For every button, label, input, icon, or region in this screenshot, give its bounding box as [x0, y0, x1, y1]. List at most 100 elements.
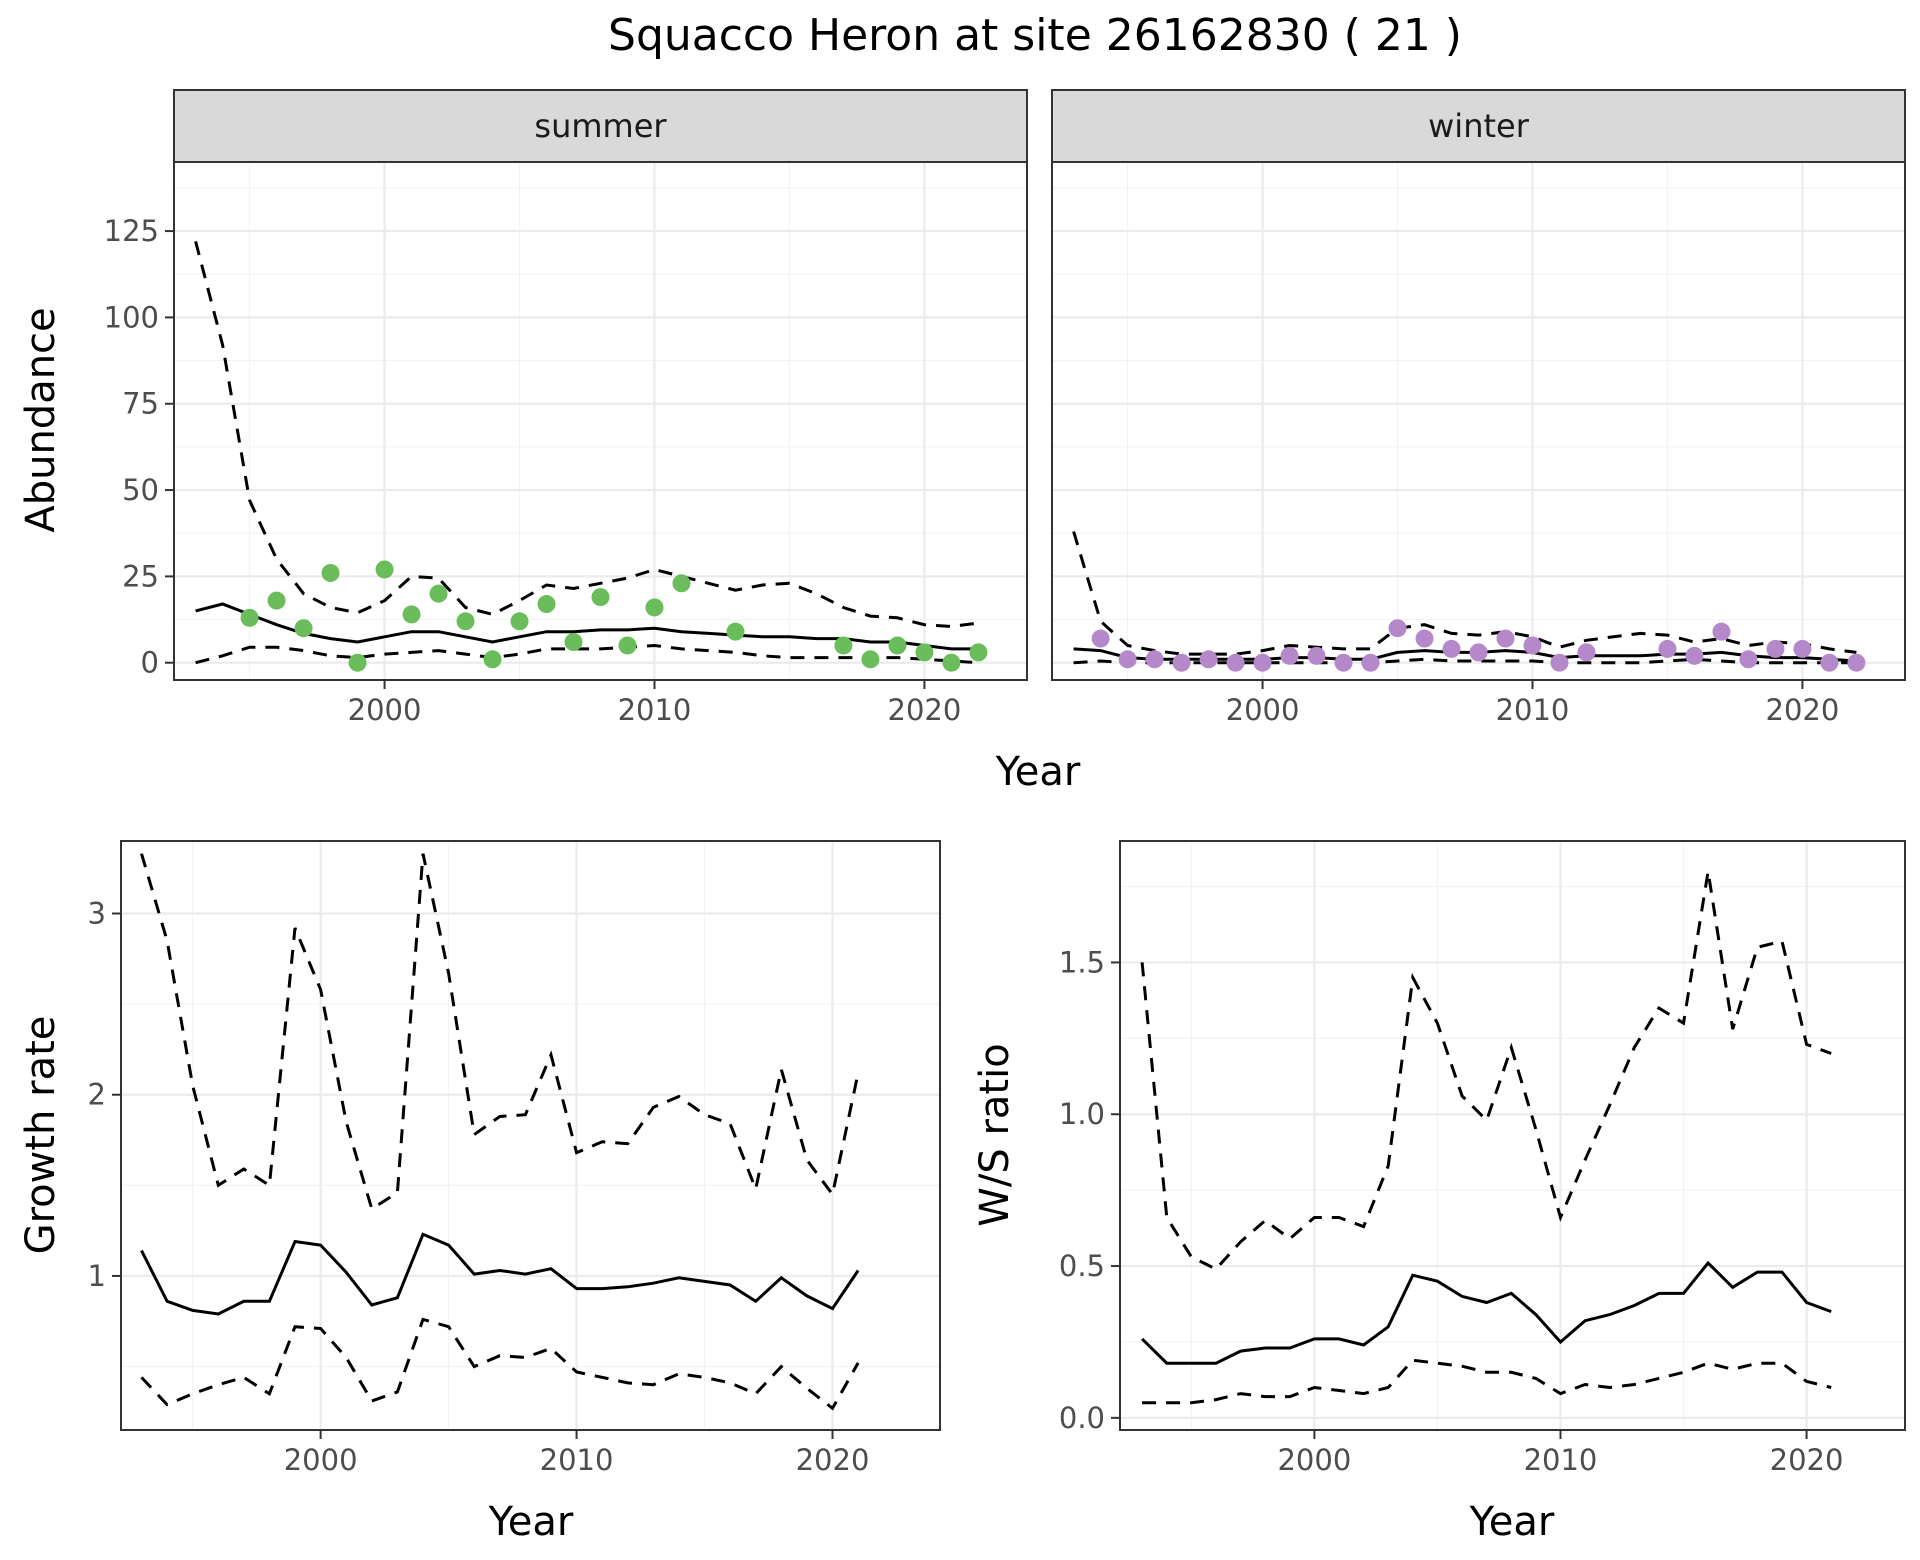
observed-point [564, 633, 583, 652]
y-axis-title: W/S ratio [972, 1043, 1018, 1226]
x-tick-label: 2010 [540, 1443, 614, 1477]
x-tick-label: 2010 [1524, 1443, 1598, 1477]
observed-point [1388, 619, 1407, 638]
y-tick-label: 0 [141, 646, 159, 680]
x-tick-label: 2020 [888, 693, 962, 727]
series-line-lower [195, 643, 979, 665]
facet-strip-label: summer [534, 107, 667, 145]
y-tick-label: 100 [104, 300, 159, 334]
observed-point [483, 650, 502, 669]
observed-point [618, 636, 637, 655]
y-tick-label: 0.0 [1059, 1401, 1105, 1435]
observed-point [1280, 646, 1299, 665]
observed-point [510, 612, 529, 631]
series-group [1140, 871, 1832, 1405]
series-line-upper [194, 241, 979, 629]
y-tick-label: 1.0 [1059, 1097, 1105, 1131]
observed-point [1361, 653, 1380, 672]
x-tick-label: 2000 [284, 1443, 358, 1477]
y-tick-label: 2 [88, 1078, 106, 1112]
plot-layer: summer 2000 2010 2020 0 25 50 75 100 125 Year Abund… [18, 89, 1906, 1545]
x-tick-label: 2020 [1766, 693, 1840, 727]
x-axis-title: Year [488, 1499, 574, 1545]
observed-point [1658, 639, 1677, 658]
y-tick-label: 75 [122, 387, 159, 421]
panel-border [1051, 161, 1906, 681]
observed-point [1793, 639, 1812, 658]
y-tick-label: 1.5 [1059, 945, 1105, 979]
series-line-upper [140, 853, 860, 1212]
observed-point [915, 643, 934, 662]
y-axis-title: Growth rate [18, 1016, 64, 1255]
x-tick-label: 2020 [796, 1443, 870, 1477]
series-group [140, 853, 860, 1411]
x-tick-label: 2010 [1496, 693, 1570, 727]
x-tick-label: 2000 [348, 693, 422, 727]
x-axis-title: Year [995, 749, 1081, 795]
observed-point [1442, 639, 1461, 658]
observed-point [1253, 653, 1272, 672]
observed-point [1307, 646, 1326, 665]
panel-ratio: 2000 2010 2020 0.0 0.5 1.0 1.5 Year W/S ratio [972, 840, 1906, 1545]
observed-point [402, 605, 421, 624]
series-line-estimate [140, 1232, 860, 1316]
facet-strip-label: winter [1428, 107, 1530, 145]
series-line-estimate [195, 602, 979, 651]
facet-strip [173, 89, 1028, 163]
observed-point [294, 619, 313, 638]
panel-summer: summer 2000 2010 2020 0 25 50 75 100 125 Year Abund… [18, 89, 1081, 795]
observed-point [969, 643, 988, 662]
observed-point [1550, 653, 1569, 672]
y-tick-label: 1 [88, 1259, 106, 1293]
series-line-lower [1142, 1358, 1832, 1405]
observed-point [1847, 653, 1866, 672]
observed-point [861, 650, 880, 669]
observed-point [1523, 636, 1542, 655]
panel-growth: 2000 2010 2020 1 2 3 Year Growth rate [18, 840, 941, 1545]
observed-point [1415, 629, 1434, 648]
y-axis-title: Abundance [18, 307, 64, 532]
observed-point [429, 584, 448, 603]
observed-point [726, 622, 745, 641]
observed-point [1334, 653, 1353, 672]
series-line-estimate [1141, 1260, 1832, 1365]
observed-point [1145, 650, 1164, 669]
panel-border [1119, 840, 1906, 1431]
x-tick-label: 2020 [1770, 1443, 1844, 1477]
observed-point [348, 653, 367, 672]
series-line-upper [1140, 871, 1832, 1271]
observed-point [1469, 643, 1488, 662]
observed-point [537, 595, 556, 614]
series-group [1072, 531, 1866, 672]
x-tick-label: 2010 [618, 693, 692, 727]
x-tick-label: 2000 [1226, 693, 1300, 727]
y-tick-label: 25 [122, 559, 159, 593]
observed-point [1118, 650, 1137, 669]
observed-point [645, 598, 664, 617]
figure-title: Squacco Heron at site 26162830 ( 21 ) [608, 10, 1462, 61]
panel-winter: winter 2000 2010 2020 [1051, 89, 1906, 727]
observed-point [834, 636, 853, 655]
observed-point [672, 574, 691, 593]
y-tick-label: 125 [104, 214, 159, 248]
facet-strip [1051, 89, 1906, 163]
observed-point [240, 608, 259, 627]
observed-point [1739, 650, 1758, 669]
observed-point [267, 591, 286, 610]
observed-point [1172, 653, 1191, 672]
y-tick-label: 0.5 [1059, 1249, 1105, 1283]
y-tick-label: 3 [88, 896, 106, 930]
observed-point [1685, 646, 1704, 665]
y-tick-label: 50 [122, 473, 159, 507]
observed-point [942, 653, 961, 672]
x-tick-label: 2000 [1277, 1443, 1351, 1477]
observed-point [1577, 643, 1596, 662]
observed-point [1766, 639, 1785, 658]
panel-border [120, 840, 941, 1431]
x-axis-title: Year [1469, 1499, 1555, 1545]
observed-point [1496, 629, 1515, 648]
observed-point [1199, 650, 1218, 669]
series-group [194, 241, 988, 672]
observed-point [591, 588, 610, 607]
